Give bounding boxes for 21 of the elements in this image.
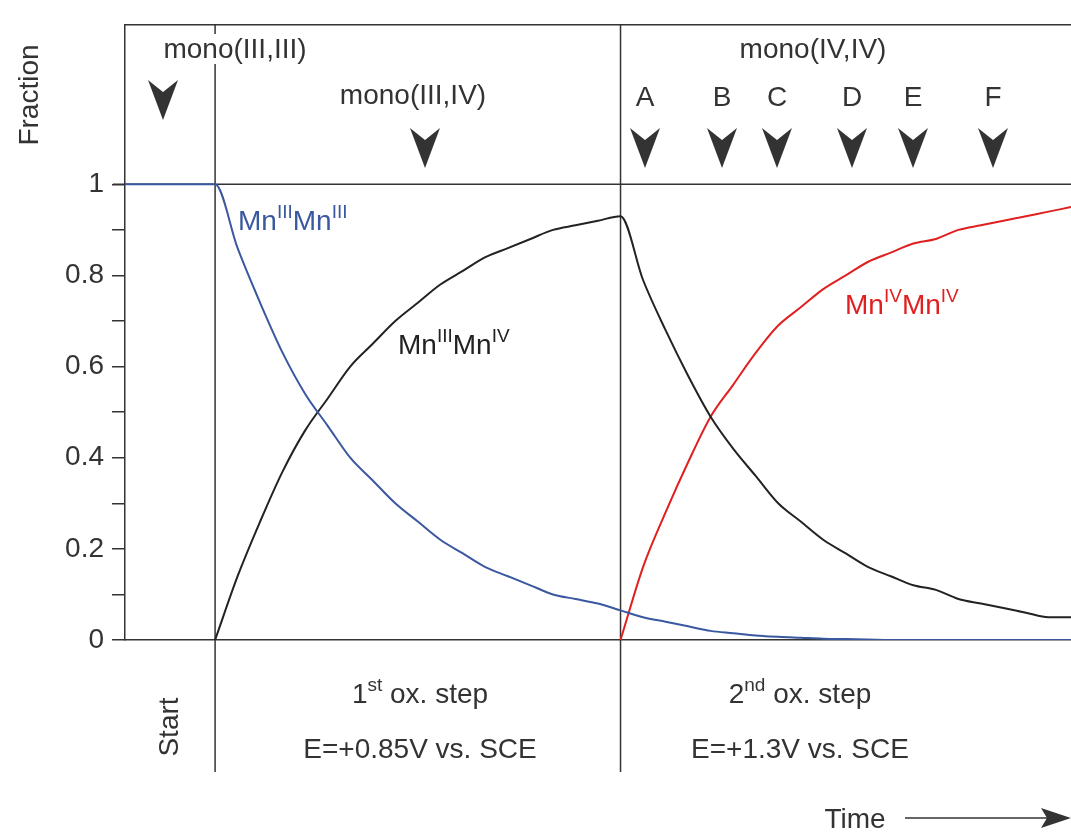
annotation: mono(IV,IV) bbox=[739, 33, 887, 64]
annotation: E bbox=[903, 81, 923, 112]
y-tick-label: 1 bbox=[88, 167, 104, 199]
text: E=+1.3V vs. SCE bbox=[691, 733, 909, 764]
annotation: A bbox=[635, 81, 655, 112]
annotation: D bbox=[841, 81, 863, 112]
y-tick-label: 0.6 bbox=[65, 349, 104, 381]
annotation: B bbox=[712, 81, 732, 112]
y-tick-label: 0.2 bbox=[65, 531, 104, 563]
text: Time bbox=[824, 803, 886, 832]
text: Start bbox=[153, 697, 184, 757]
annotation: F bbox=[984, 81, 1002, 112]
annotation: mono(III,III) bbox=[163, 33, 307, 64]
y-tick-label: 0 bbox=[88, 622, 104, 654]
y-tick-label: 0.4 bbox=[65, 440, 104, 472]
annotation: mono(III,IV) bbox=[339, 79, 487, 110]
y-axis-title: Fraction bbox=[13, 44, 44, 146]
annotation: C bbox=[766, 81, 788, 112]
y-tick-label: 0.8 bbox=[65, 258, 104, 290]
line-series bbox=[619, 206, 1071, 640]
text: E=+0.85V vs. SCE bbox=[303, 733, 537, 764]
